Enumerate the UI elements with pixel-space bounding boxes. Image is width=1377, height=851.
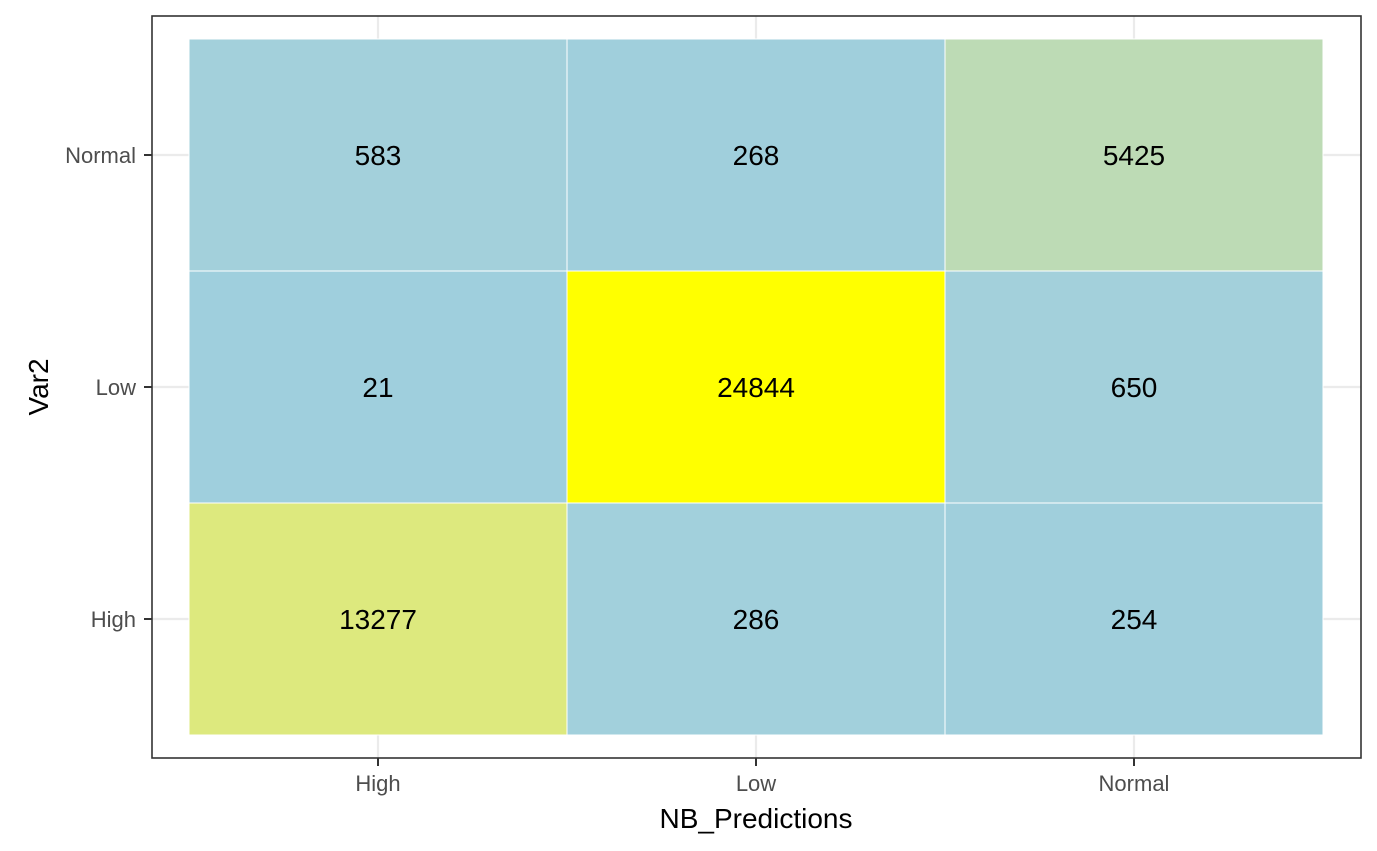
cell-low-high <box>566 502 946 736</box>
heatmap-cells <box>188 38 1324 736</box>
cell-low-low <box>566 270 946 504</box>
cell-normal-high <box>944 502 1324 736</box>
x-axis-title: NB_Predictions <box>660 803 853 834</box>
cell-low-normal-value: 268 <box>733 140 780 171</box>
cell-high-high-value: 13277 <box>339 604 417 635</box>
cell-normal-low <box>944 270 1324 504</box>
cell-high-low-value: 21 <box>362 372 393 403</box>
y-tick-label-high: High <box>91 607 136 632</box>
cell-normal-normal <box>944 38 1324 272</box>
x-tick-label-low: Low <box>736 771 776 796</box>
cell-high-high <box>188 502 568 736</box>
cell-high-normal-value: 583 <box>355 140 402 171</box>
cell-normal-high-value: 254 <box>1111 604 1158 635</box>
cell-low-low-value: 24844 <box>717 372 795 403</box>
axis-ticks: High Low Normal High Low Normal <box>65 143 1169 796</box>
cell-high-low <box>188 270 568 504</box>
cell-normal-low-value: 650 <box>1111 372 1158 403</box>
cell-low-normal <box>566 38 946 272</box>
cell-low-high-value: 286 <box>733 604 780 635</box>
cell-value-labels: 583 268 5425 21 24844 650 13277 286 254 <box>339 140 1165 635</box>
x-tick-label-high: High <box>355 771 400 796</box>
y-axis-title: Var2 <box>23 358 54 415</box>
cell-normal-normal-value: 5425 <box>1103 140 1165 171</box>
y-tick-label-low: Low <box>96 375 136 400</box>
x-tick-label-normal: Normal <box>1099 771 1170 796</box>
y-tick-label-normal: Normal <box>65 143 136 168</box>
